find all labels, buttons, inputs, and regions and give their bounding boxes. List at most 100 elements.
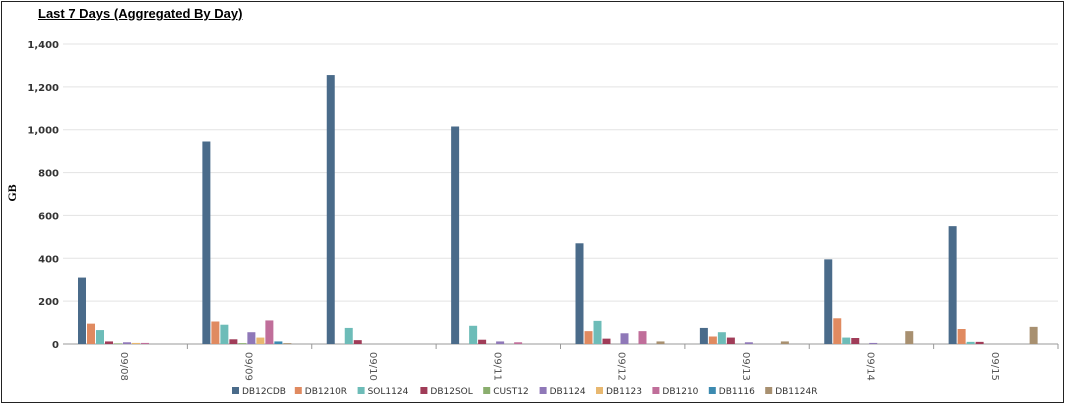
- legend-item-db1124r[interactable]: DB1124R: [765, 387, 817, 397]
- bars: [78, 75, 1038, 345]
- bar-db1210[interactable]: [514, 342, 523, 344]
- legend-swatch: [539, 387, 547, 394]
- bar-db1124[interactable]: [869, 342, 878, 344]
- legend-swatch: [765, 387, 773, 394]
- bar-sol1124[interactable]: [469, 325, 478, 344]
- bar-db12sol[interactable]: [602, 338, 611, 344]
- legend-label: DB1124: [550, 387, 586, 397]
- x-tick-label: 09/13: [740, 352, 751, 381]
- legend-item-db1210[interactable]: DB1210: [652, 387, 699, 397]
- bar-sol1124[interactable]: [593, 320, 602, 344]
- bar-db12cdb[interactable]: [948, 226, 957, 344]
- bar-db1124[interactable]: [496, 341, 505, 344]
- bar-db12cdb[interactable]: [326, 75, 335, 345]
- y-tick-label: 0: [52, 340, 59, 351]
- legend-item-db12cdb[interactable]: DB12CDB: [232, 387, 286, 397]
- chart-title: Last 7 Days (Aggregated By Day): [38, 6, 243, 21]
- bar-db1124[interactable]: [123, 342, 131, 344]
- legend-label: DB1210R: [305, 387, 347, 397]
- bar-db1210r[interactable]: [708, 336, 717, 345]
- bar-db12cdb[interactable]: [575, 243, 584, 344]
- bar-db1210r[interactable]: [957, 329, 966, 344]
- legend-item-db1116[interactable]: DB1116: [708, 387, 755, 397]
- bar-db1124[interactable]: [620, 333, 629, 344]
- bar-db12sol[interactable]: [229, 339, 238, 344]
- legend-swatch: [357, 387, 365, 394]
- bar-db1124r[interactable]: [283, 343, 292, 344]
- grid-lines: [63, 43, 1058, 345]
- bar-db1210r[interactable]: [87, 323, 95, 344]
- bar-db12cdb[interactable]: [451, 126, 460, 345]
- y-tick-label: 800: [38, 169, 59, 180]
- bar-db12sol[interactable]: [851, 338, 860, 344]
- y-tick-label: 600: [38, 211, 59, 222]
- bar-sol1124[interactable]: [96, 330, 104, 344]
- x-axis-ticks: 09/08 09/09 09/10 09/11 09/12 09/13 09/14 09/15: [118, 344, 1059, 381]
- bar-sol1124[interactable]: [220, 324, 229, 344]
- y-axis-label: GB: [5, 184, 19, 201]
- bar-db12sol[interactable]: [353, 340, 362, 344]
- legend-swatch: [232, 387, 239, 394]
- bar-db12sol[interactable]: [478, 339, 487, 344]
- bar-db1116[interactable]: [274, 341, 283, 344]
- bar-db12cdb[interactable]: [78, 277, 86, 344]
- bar-sol1124[interactable]: [842, 337, 851, 344]
- legend-label: DB12SOL: [430, 387, 472, 397]
- bar-db1124[interactable]: [744, 342, 753, 344]
- legend-label: SOL1124: [368, 387, 409, 397]
- bar-cust12[interactable]: [238, 343, 247, 344]
- bar-db12sol[interactable]: [975, 341, 984, 344]
- x-tick-label: 09/12: [616, 352, 627, 381]
- x-tick-label: 09/11: [491, 352, 502, 381]
- legend: DB12CDB DB1210R SOL1124 DB12SOL CUST12 DB1124…: [232, 387, 817, 397]
- y-tick-label: 200: [38, 297, 59, 308]
- bar-db12sol[interactable]: [726, 337, 735, 344]
- bar-db1124r[interactable]: [905, 331, 914, 344]
- x-tick-label: 09/15: [989, 352, 1000, 381]
- y-tick-label: 1,200: [27, 83, 59, 94]
- bar-db1210r[interactable]: [584, 331, 593, 344]
- bar-db12cdb[interactable]: [699, 327, 708, 344]
- bar-sol1124[interactable]: [344, 327, 353, 344]
- bar-sol1124[interactable]: [717, 332, 726, 344]
- legend-label: DB1210: [662, 387, 698, 397]
- legend-item-sol1124[interactable]: SOL1124: [357, 387, 409, 397]
- bar-db1124r[interactable]: [656, 341, 665, 344]
- bar-db1210[interactable]: [265, 320, 274, 344]
- legend-item-db1124[interactable]: DB1124: [539, 387, 586, 397]
- bar-db1124r[interactable]: [1029, 326, 1038, 344]
- y-axis-ticks: 0 200 400 600 800 1,000 1,200 1,400: [27, 40, 59, 351]
- x-tick-label: 09/09: [243, 352, 254, 381]
- legend-swatch: [483, 387, 491, 394]
- legend-swatch: [420, 387, 428, 394]
- bar-sol1124[interactable]: [966, 341, 975, 344]
- legend-label: DB1124R: [775, 387, 817, 397]
- bar-db1123[interactable]: [132, 342, 140, 344]
- legend-label: CUST12: [493, 387, 529, 397]
- x-tick-label: 09/08: [118, 352, 129, 381]
- bar-db1210r[interactable]: [211, 321, 220, 345]
- legend-swatch: [596, 387, 603, 394]
- x-tick-label: 09/14: [864, 352, 875, 381]
- legend-swatch: [708, 387, 716, 394]
- legend-item-cust12[interactable]: CUST12: [483, 387, 529, 397]
- bar-db1210r[interactable]: [833, 318, 842, 344]
- bar-db1124[interactable]: [247, 332, 256, 344]
- x-tick-label: 09/10: [367, 352, 378, 381]
- bar-db12cdb[interactable]: [824, 259, 833, 344]
- bar-cust12[interactable]: [114, 343, 122, 344]
- bar-db1123[interactable]: [256, 337, 265, 344]
- y-tick-label: 1,000: [27, 126, 59, 137]
- legend-item-db1210r[interactable]: DB1210R: [294, 387, 347, 397]
- bar-db12cdb[interactable]: [202, 141, 211, 345]
- bar-db1210[interactable]: [141, 342, 149, 344]
- legend-swatch: [294, 387, 302, 394]
- legend-item-db12sol[interactable]: DB12SOL: [420, 387, 473, 397]
- bar-db1124r[interactable]: [780, 341, 789, 344]
- bar-db12sol[interactable]: [105, 341, 113, 344]
- legend-item-db1123[interactable]: DB1123: [596, 387, 642, 397]
- legend-label: DB1123: [606, 387, 642, 397]
- bar-db1210[interactable]: [638, 331, 647, 344]
